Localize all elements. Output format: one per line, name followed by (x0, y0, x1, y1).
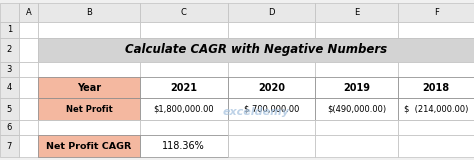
Text: A: A (26, 8, 31, 17)
Bar (315, 99, 398, 120)
Bar (228, 120, 315, 136)
Text: 2020: 2020 (258, 83, 285, 93)
Bar (228, 61, 315, 77)
Bar (398, 22, 474, 38)
Bar (38, 99, 140, 120)
Bar (0, 3, 19, 22)
Bar (38, 3, 140, 22)
Bar (0, 22, 19, 38)
Bar (140, 99, 228, 120)
Text: 4: 4 (7, 83, 12, 92)
Bar (315, 77, 398, 99)
Bar (398, 3, 474, 22)
Bar (19, 38, 38, 61)
Bar (228, 3, 315, 22)
Bar (398, 99, 474, 120)
Bar (315, 22, 398, 38)
Bar (38, 61, 140, 77)
Bar (315, 61, 398, 77)
Text: C: C (181, 8, 187, 17)
Bar (19, 3, 38, 22)
Bar (398, 120, 474, 136)
Text: 118.36%: 118.36% (162, 141, 205, 151)
Text: 2019: 2019 (343, 83, 370, 93)
Bar (398, 61, 474, 77)
Text: B: B (86, 8, 92, 17)
Text: Net Profit CAGR: Net Profit CAGR (46, 142, 131, 151)
Text: Year: Year (77, 83, 101, 93)
Bar (38, 136, 140, 157)
Bar (38, 77, 140, 99)
Bar (0, 61, 19, 77)
Text: exceldemy: exceldemy (222, 107, 290, 117)
Text: 2018: 2018 (422, 83, 450, 93)
Text: $(490,000.00): $(490,000.00) (327, 105, 386, 114)
Text: Net Profit: Net Profit (65, 105, 112, 114)
Bar (0, 77, 19, 99)
Bar (140, 3, 228, 22)
Bar (140, 120, 228, 136)
Bar (38, 38, 474, 61)
Text: Calculate CAGR with Negative Numbers: Calculate CAGR with Negative Numbers (125, 43, 387, 56)
Text: 6: 6 (7, 123, 12, 132)
Bar (0, 99, 19, 120)
Text: E: E (354, 8, 359, 17)
Bar (140, 77, 228, 99)
Text: 5: 5 (7, 105, 12, 114)
Bar (38, 120, 140, 136)
Bar (19, 22, 38, 38)
Text: $  (214,000.00): $ (214,000.00) (404, 105, 468, 114)
Bar (0, 120, 19, 136)
Bar (398, 136, 474, 157)
Bar (228, 136, 315, 157)
Bar (0, 38, 19, 61)
Bar (398, 77, 474, 99)
Text: 1: 1 (7, 25, 12, 34)
Bar (315, 136, 398, 157)
Text: 3: 3 (7, 65, 12, 74)
Bar (228, 22, 315, 38)
Bar (38, 22, 140, 38)
Bar (19, 61, 38, 77)
Text: 7: 7 (7, 142, 12, 151)
Bar (19, 136, 38, 157)
Text: 2: 2 (7, 45, 12, 54)
Bar (140, 136, 228, 157)
Bar (19, 99, 38, 120)
Bar (315, 120, 398, 136)
Bar (19, 77, 38, 99)
Bar (140, 61, 228, 77)
Bar (140, 22, 228, 38)
Bar (0, 136, 19, 157)
Text: $ 700,000.00: $ 700,000.00 (244, 105, 299, 114)
Bar (228, 99, 315, 120)
Bar (19, 120, 38, 136)
Bar (315, 3, 398, 22)
Text: 2021: 2021 (170, 83, 197, 93)
Text: F: F (434, 8, 438, 17)
Text: D: D (268, 8, 274, 17)
Bar (228, 77, 315, 99)
Text: $1,800,000.00: $1,800,000.00 (154, 105, 214, 114)
